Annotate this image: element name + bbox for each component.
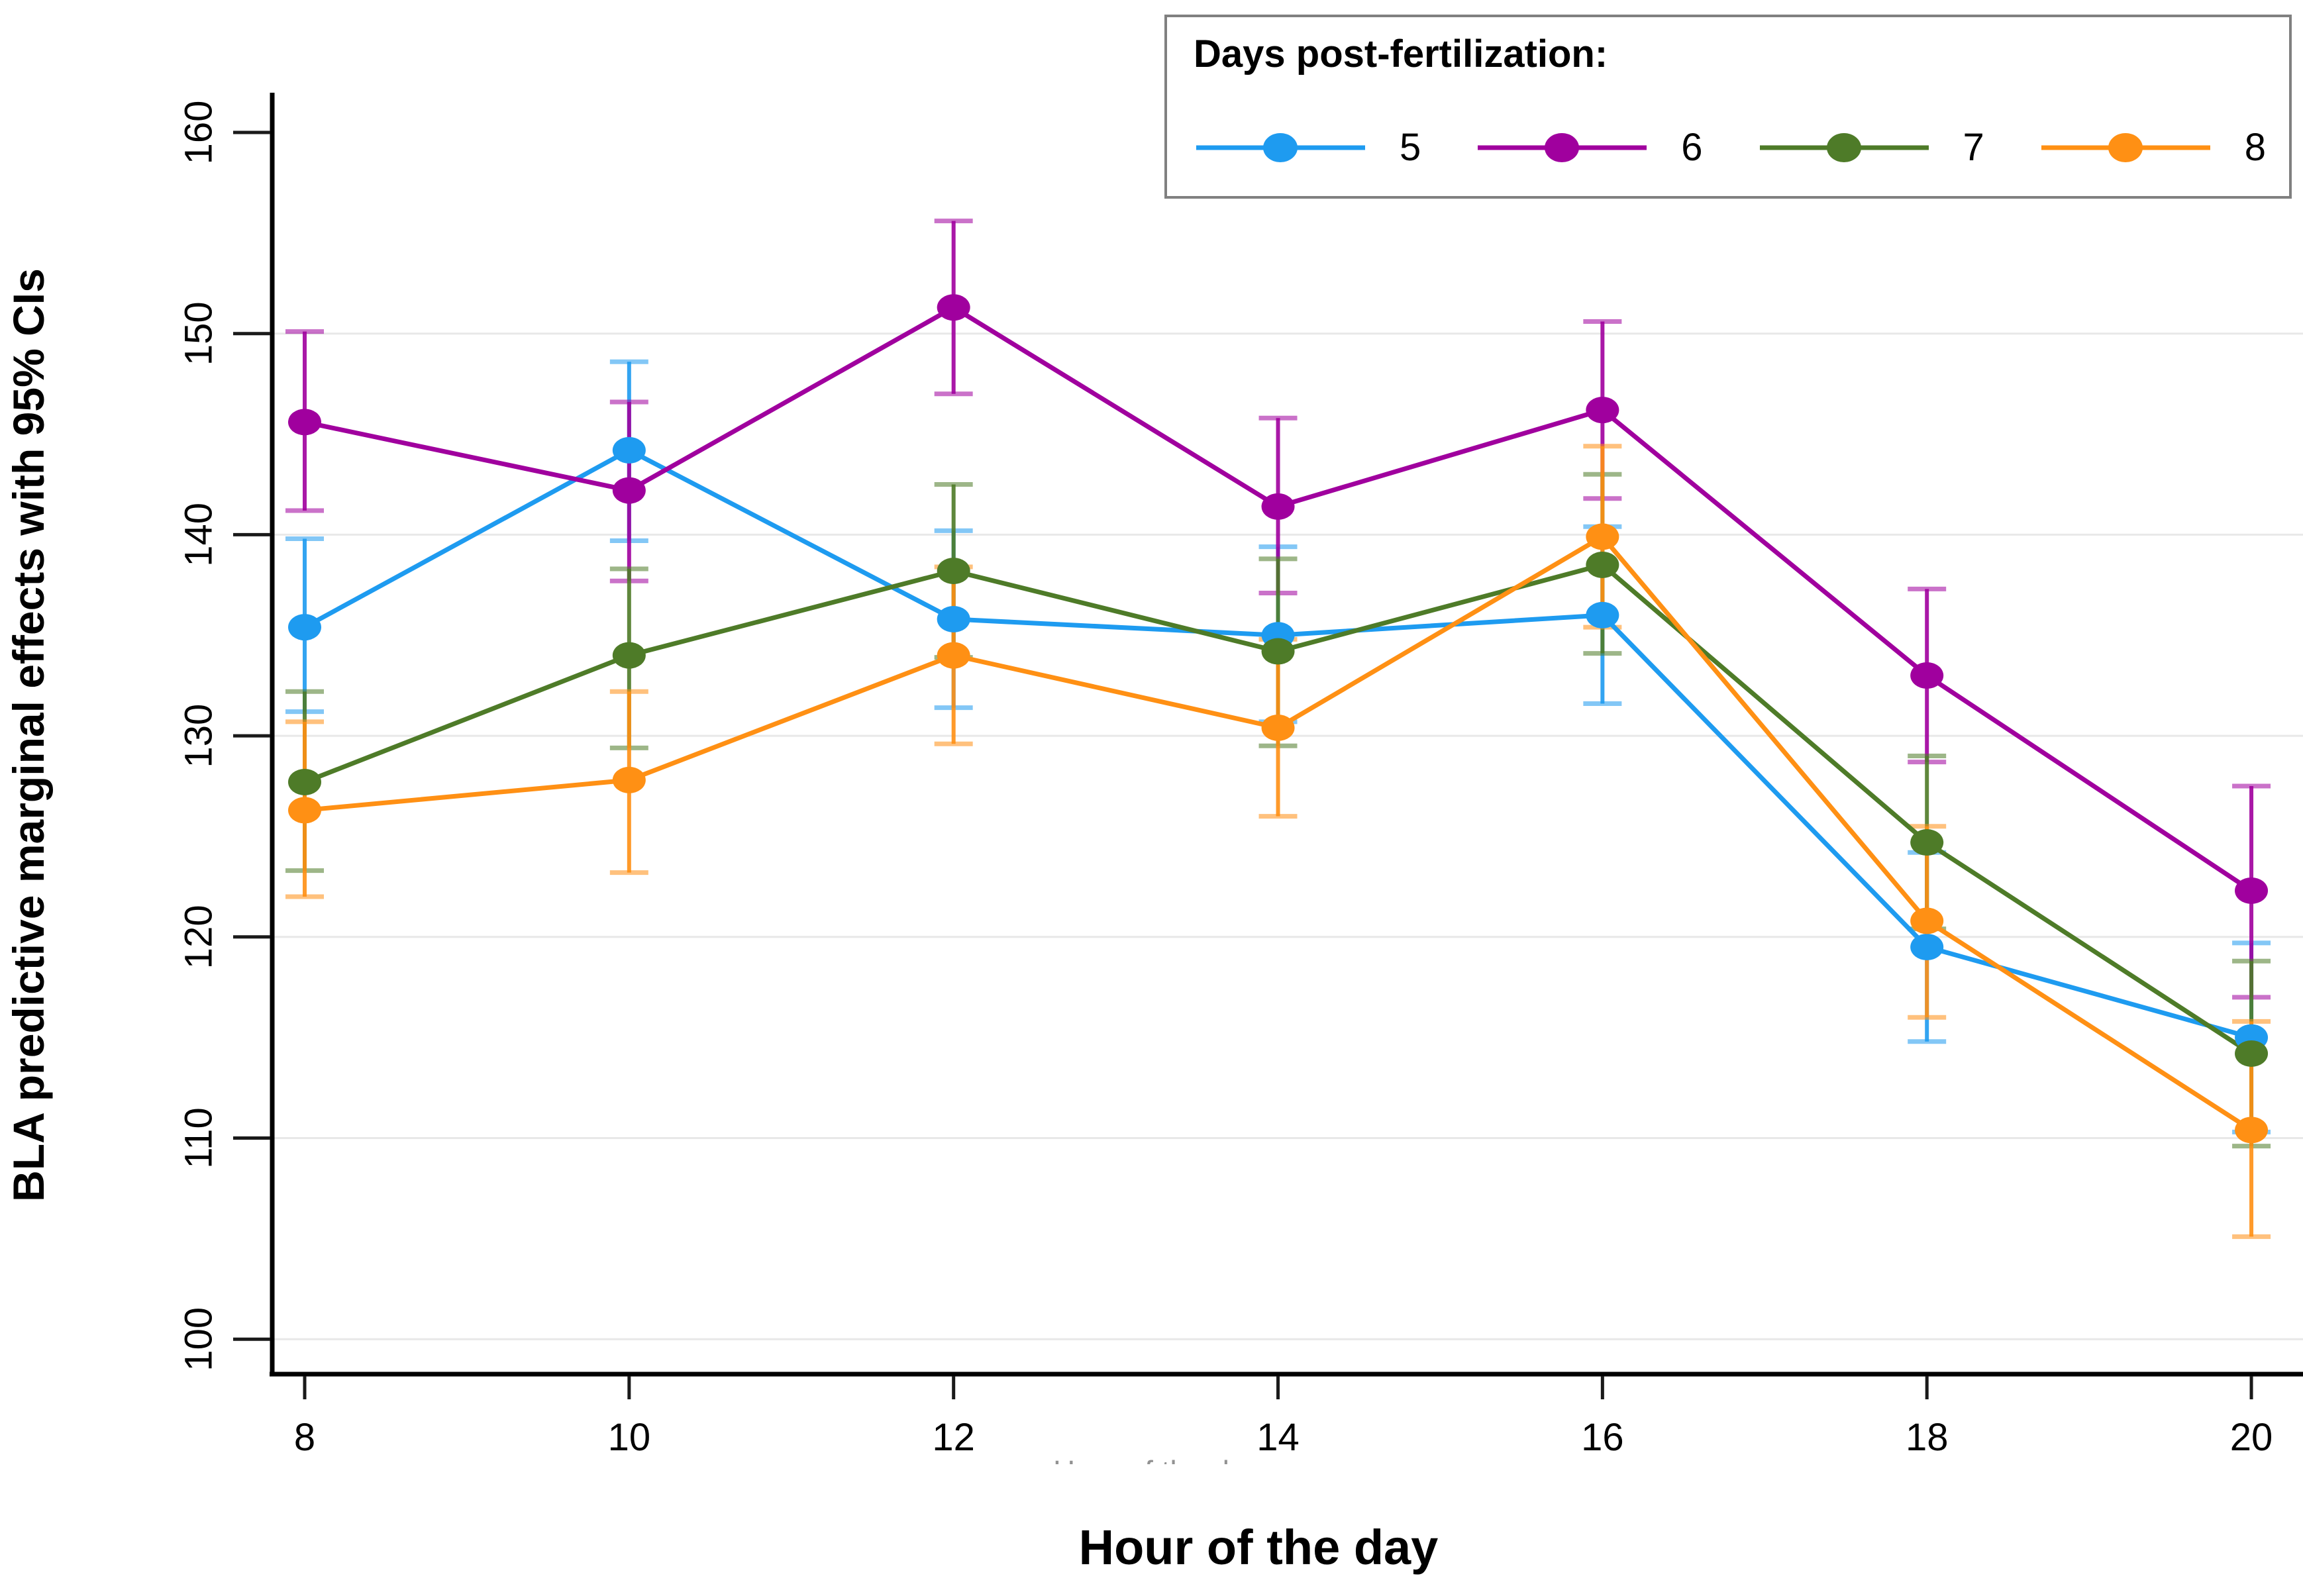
data-point — [1910, 662, 1944, 689]
series-8-points — [288, 523, 2269, 1144]
y-axis-title: BLA predictive marginal effects with 95%… — [4, 268, 53, 1202]
legend: Days post-fertilization: 5 6 7 8 — [1164, 15, 2292, 199]
data-point — [937, 605, 970, 632]
legend-title: Days post-fertilization: — [1194, 32, 1608, 75]
data-point — [612, 642, 646, 669]
data-point — [612, 436, 646, 464]
x-tick-label-18: 18 — [1906, 1416, 1949, 1459]
data-point — [1261, 714, 1295, 741]
axes — [270, 93, 2303, 1377]
data-point — [1910, 829, 1944, 856]
x-tick-label-16: 16 — [1581, 1416, 1624, 1459]
x-axis-title: Hour of the day — [1079, 1520, 1439, 1575]
data-point — [288, 797, 321, 824]
legend-dot — [1263, 132, 1298, 162]
legend-item-7: 7 — [1759, 125, 1984, 170]
legend-dot — [2108, 132, 2143, 162]
data-point — [2235, 1040, 2269, 1067]
y-tick-label-160: 160 — [178, 101, 221, 165]
x-tick-labels: 8 10 12 14 16 18 20 — [294, 1416, 2273, 1459]
legend-label-7: 7 — [1963, 126, 1984, 169]
y-tick-label-150: 150 — [178, 301, 221, 366]
legend-dot — [1826, 132, 1861, 162]
y-ticks — [233, 130, 270, 1341]
data-point — [1586, 523, 1619, 550]
x-tick-label-14: 14 — [1256, 1416, 1300, 1459]
x-axis-title-ghost: Hour of the day — [1053, 1454, 1262, 1489]
legend-item-5: 5 — [1196, 125, 1421, 170]
series-6-points — [288, 294, 2269, 904]
legend-label-5: 5 — [1400, 126, 1421, 169]
data-point — [288, 768, 321, 795]
data-point — [1261, 493, 1295, 520]
x-tick-label-8: 8 — [294, 1416, 315, 1459]
gridlines — [272, 332, 2303, 1340]
y-tick-label-120: 120 — [178, 905, 221, 969]
legend-marker-6 — [1478, 132, 1647, 162]
data-point — [612, 766, 646, 793]
legend-items: 5 6 7 8 — [1196, 125, 2289, 170]
data-point — [937, 642, 970, 669]
data-point — [937, 558, 970, 585]
data-point — [1586, 601, 1619, 628]
series-layer — [285, 219, 2271, 1239]
y-tick-label-140: 140 — [178, 503, 221, 567]
data-point — [1910, 907, 1944, 934]
series-7-points — [288, 551, 2269, 1067]
legend-marker-7 — [1759, 132, 1929, 162]
y-tick-labels: 100 110 120 130 140 150 160 — [178, 101, 221, 1372]
legend-label-6: 6 — [1681, 126, 1703, 169]
y-tick-label-110: 110 — [178, 1107, 221, 1168]
data-point — [612, 477, 646, 504]
legend-label-8: 8 — [2244, 126, 2267, 169]
data-point — [1910, 933, 1944, 960]
data-point — [1586, 397, 1619, 424]
legend-item-8: 8 — [2041, 125, 2266, 170]
y-tick-label-130: 130 — [178, 704, 221, 768]
legend-marker-5 — [1196, 132, 1365, 162]
data-point — [288, 614, 321, 641]
legend-marker-8 — [2041, 132, 2210, 162]
data-point — [937, 294, 970, 321]
legend-dot — [1545, 132, 1580, 162]
data-point — [1586, 551, 1619, 578]
x-tick-label-12: 12 — [932, 1416, 975, 1459]
data-point — [2235, 1117, 2269, 1144]
x-tick-label-20: 20 — [2230, 1416, 2273, 1459]
y-tick-label-100: 100 — [178, 1307, 221, 1372]
data-point — [288, 409, 321, 436]
data-point — [1261, 638, 1295, 665]
series-5-points — [288, 436, 2269, 1051]
x-ticks — [303, 1376, 2253, 1399]
data-point — [2235, 877, 2269, 904]
x-tick-label-10: 10 — [608, 1416, 651, 1459]
legend-item-6: 6 — [1478, 125, 1703, 170]
